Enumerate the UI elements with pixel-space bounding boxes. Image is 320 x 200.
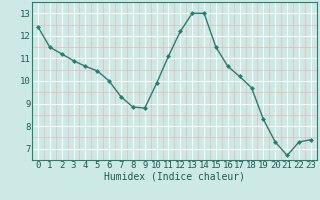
X-axis label: Humidex (Indice chaleur): Humidex (Indice chaleur) xyxy=(104,172,245,182)
